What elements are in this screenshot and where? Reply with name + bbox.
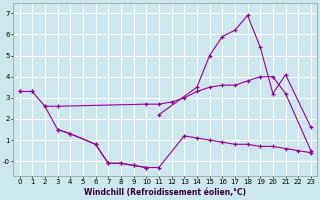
X-axis label: Windchill (Refroidissement éolien,°C): Windchill (Refroidissement éolien,°C)	[84, 188, 246, 197]
